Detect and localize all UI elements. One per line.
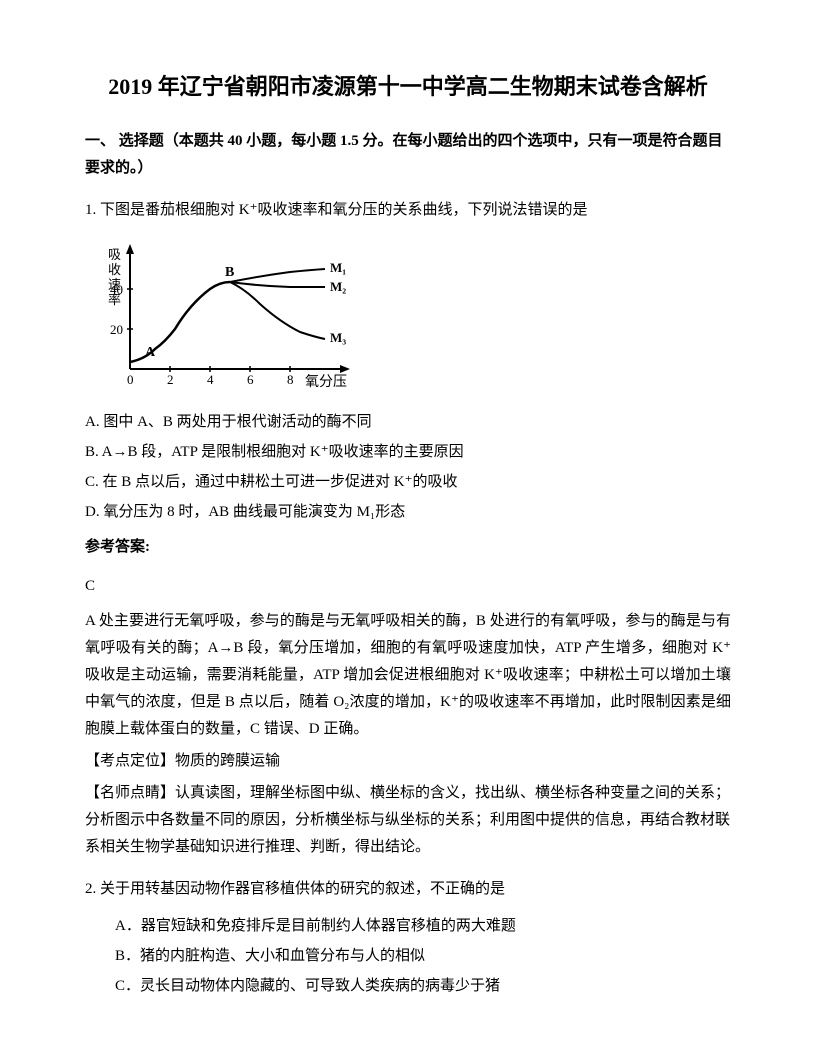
label-M1: M₁ <box>330 260 346 275</box>
ytick-20: 20 <box>110 322 123 337</box>
q2-text: 2. 关于用转基因动物作器官移植供体的研究的叙述，不正确的是 <box>85 876 731 903</box>
q2-option-b: B．猪的内脏构造、大小和血管分布与人的相似 <box>85 943 731 970</box>
q1-subsection1: 【考点定位】物质的跨膜运输 <box>85 748 731 775</box>
q1-subsection2: 【名师点睛】认真读图，理解坐标图中纵、横坐标的含义，找出纵、横坐标各种变量之间的… <box>85 780 731 861</box>
section-header: 一、 选择题（本题共 40 小题，每小题 1.5 分。在每小题给出的四个选项中，… <box>85 128 731 182</box>
page-title: 2019 年辽宁省朝阳市凌源第十一中学高二生物期末试卷含解析 <box>85 70 731 103</box>
ytick-40: 40 <box>110 282 123 297</box>
ylabel-char2: 收 <box>108 262 121 277</box>
q1-option-d: D. 氧分压为 8 时，AB 曲线最可能演变为 M₁形态 <box>85 499 731 526</box>
ylabel-char1: 吸 <box>108 247 121 262</box>
q1-chart: 吸 收 速 率 40 20 0 2 4 6 8 氧分压 A B M₁ M₂ M₃ <box>90 234 370 399</box>
q1-explanation: A 处主要进行无氧呼吸，参与的酶是与无氧呼吸相关的酶，B 处进行的有氧呼吸，参与… <box>85 608 731 743</box>
q1-answer-value: C <box>85 573 731 600</box>
label-B: B <box>225 265 234 280</box>
label-M3: M₃ <box>330 330 346 345</box>
q2-option-c: C．灵长目动物体内隐藏的、可导致人类疾病的病毒少于猪 <box>85 973 731 1000</box>
label-A: A <box>145 345 156 360</box>
xtick-0: 0 <box>127 372 134 387</box>
xtick-4: 4 <box>207 372 214 387</box>
q2-option-a: A．器官短缺和免疫排斥是目前制约人体器官移植的两大难题 <box>85 913 731 940</box>
xtick-8: 8 <box>287 372 294 387</box>
q1-option-b: B. A→B 段，ATP 是限制根细胞对 K⁺吸收速率的主要原因 <box>85 439 731 466</box>
q1-option-c: C. 在 B 点以后，通过中耕松土可进一步促进对 K⁺的吸收 <box>85 469 731 496</box>
xtick-6: 6 <box>247 372 254 387</box>
q1-option-a: A. 图中 A、B 两处用于根代谢活动的酶不同 <box>85 409 731 436</box>
q1-answer-label: 参考答案: <box>85 534 731 561</box>
xlabel: 氧分压 <box>305 374 347 390</box>
q1-text: 1. 下图是番茄根细胞对 K⁺吸收速率和氧分压的关系曲线，下列说法错误的是 <box>85 197 731 224</box>
label-M2: M₂ <box>330 279 346 294</box>
xtick-2: 2 <box>167 372 174 387</box>
